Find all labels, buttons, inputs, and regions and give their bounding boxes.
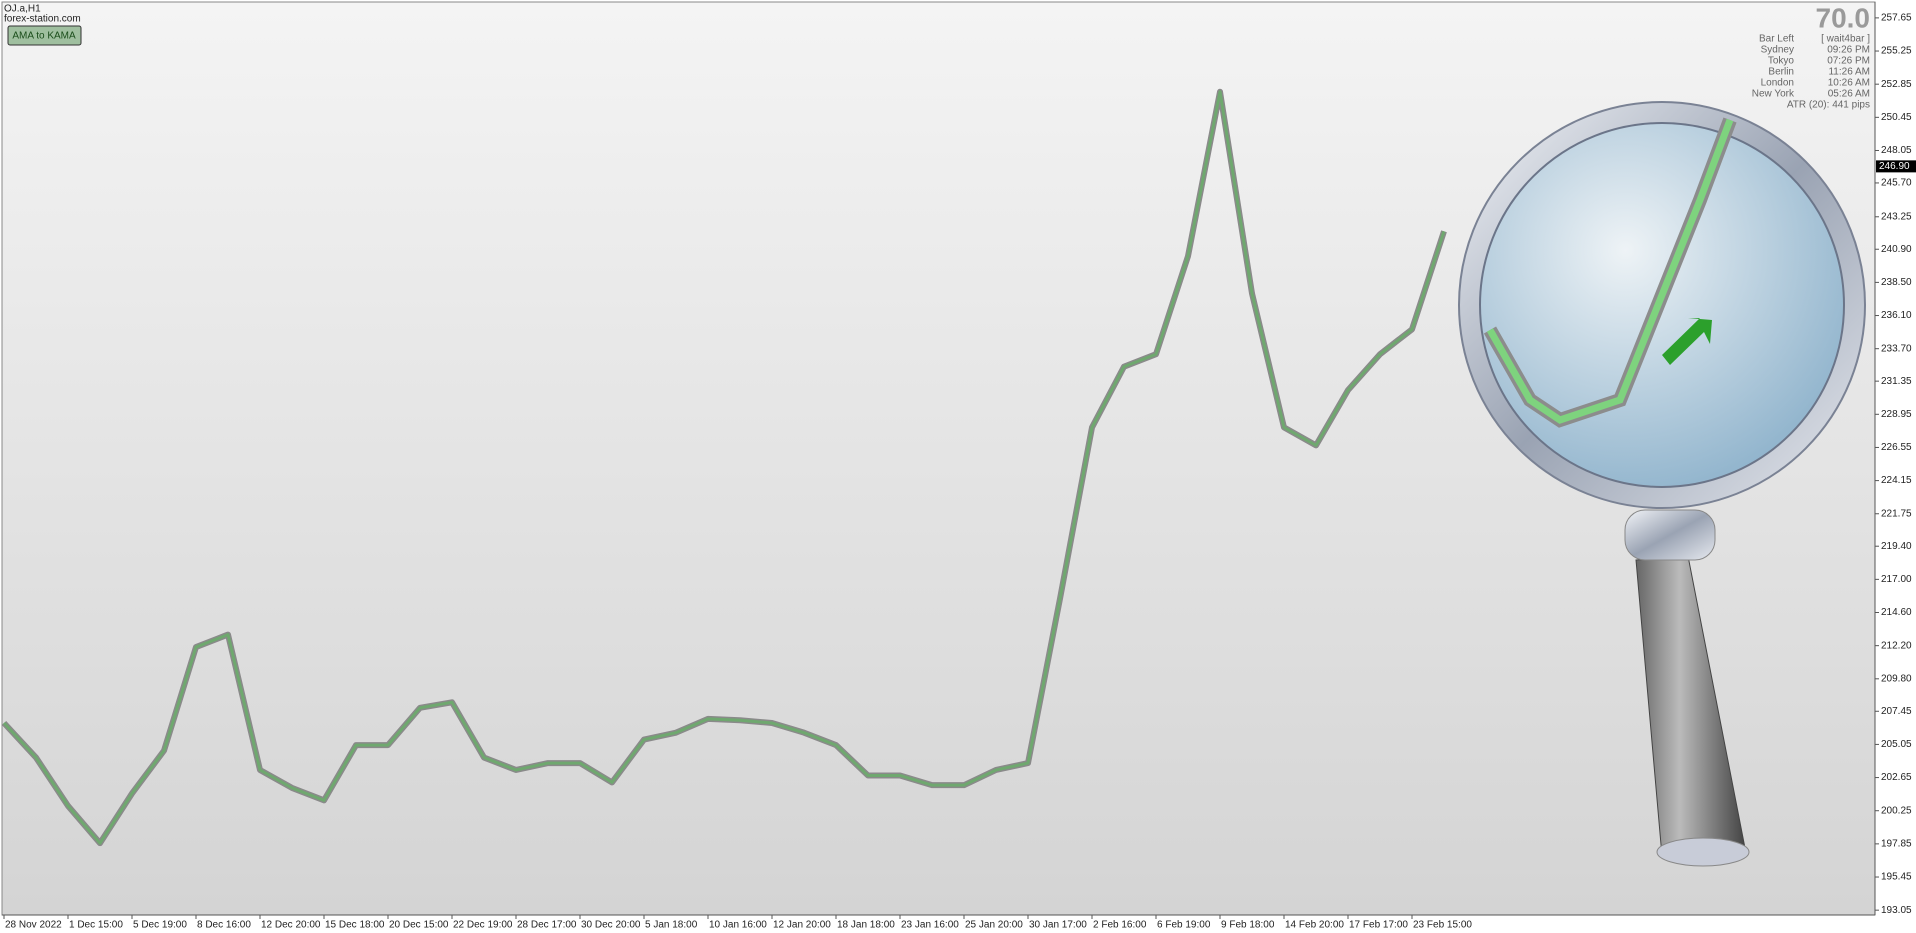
info-label: New York xyxy=(1752,89,1795,100)
x-tick-label: 20 Dec 15:00 xyxy=(389,920,449,931)
info-label: London xyxy=(1761,78,1794,89)
y-tick-label: 243.25 xyxy=(1881,211,1912,222)
y-tick-label: 257.65 xyxy=(1881,13,1912,24)
x-tick-label: 30 Dec 20:00 xyxy=(581,920,641,931)
y-tick-label: 238.50 xyxy=(1881,277,1912,288)
y-tick-label: 226.55 xyxy=(1881,442,1912,453)
y-tick-label: 207.45 xyxy=(1881,706,1912,717)
price-marker-box xyxy=(1876,160,1916,173)
y-tick-label: 250.45 xyxy=(1881,112,1912,123)
x-tick-label: 12 Jan 20:00 xyxy=(773,920,831,931)
ama-line xyxy=(2,90,1446,845)
y-tick-label: 209.80 xyxy=(1881,673,1912,684)
x-tick-label: 10 Jan 16:00 xyxy=(709,920,767,931)
x-tick-label: 17 Feb 17:00 xyxy=(1349,920,1408,931)
x-tick-label: 1 Dec 15:00 xyxy=(69,920,123,931)
x-tick-label: 2 Feb 16:00 xyxy=(1093,920,1147,931)
x-tick-label: 6 Feb 19:00 xyxy=(1157,920,1211,931)
y-tick-label: 212.20 xyxy=(1881,640,1912,651)
info-value: 10:26 AM xyxy=(1828,78,1870,89)
y-tick-label: 217.00 xyxy=(1881,574,1912,585)
lens-arrow xyxy=(1662,318,1712,365)
info-value: 11:26 AM xyxy=(1828,67,1870,78)
y-tick-label: 205.05 xyxy=(1881,739,1912,750)
info-panel: Bar Left [ wait4bar ] Sydney 09:26 PM Tokyo 0… xyxy=(1752,34,1870,111)
y-tick-label: 245.70 xyxy=(1881,178,1912,189)
x-tick-label: 23 Feb 15:00 xyxy=(1413,920,1472,931)
x-tick-label: 30 Jan 17:00 xyxy=(1029,920,1087,931)
ama-button[interactable] xyxy=(7,25,82,46)
y-tick-label: 252.85 xyxy=(1881,79,1912,90)
y-tick-label: 193.05 xyxy=(1881,905,1912,916)
plot-layer xyxy=(1,88,1447,847)
y-tick-label: 221.75 xyxy=(1881,508,1912,519)
source-label: forex-station.com xyxy=(4,14,81,25)
x-tick-label: 18 Jan 18:00 xyxy=(837,920,895,931)
x-tick-label: 5 Jan 18:00 xyxy=(645,920,698,931)
y-tick-label: 240.90 xyxy=(1881,244,1912,255)
lens-line xyxy=(1486,118,1734,424)
y-tick-label: 248.05 xyxy=(1881,145,1912,156)
x-tick-label: 23 Jan 16:00 xyxy=(901,920,959,931)
x-tick-label: 25 Jan 20:00 xyxy=(965,920,1023,931)
x-tick-label: 15 Dec 18:00 xyxy=(325,920,385,931)
info-value: 05:26 AM xyxy=(1828,89,1870,100)
y-tick-label: 195.45 xyxy=(1881,872,1912,883)
x-tick-label: 14 Feb 20:00 xyxy=(1285,920,1344,931)
x-tick-label: 5 Dec 19:00 xyxy=(133,920,187,931)
y-tick-label: 255.25 xyxy=(1881,46,1912,57)
y-tick-label: 202.65 xyxy=(1881,772,1912,783)
magnifier xyxy=(1458,101,1866,867)
y-tick-label: 224.15 xyxy=(1881,475,1912,486)
y-tick-label: 228.95 xyxy=(1881,409,1912,420)
magnifier-collar xyxy=(1624,509,1716,561)
x-tick-label: 28 Nov 2022 xyxy=(5,920,62,931)
ama-button-label[interactable]: AMA to KAMA xyxy=(12,31,76,42)
info-label: Bar Left xyxy=(1759,34,1794,45)
x-tick-label: 22 Dec 19:00 xyxy=(453,920,513,931)
symbol-label: OJ.a,H1 xyxy=(4,4,41,15)
info-atr: ATR (20): 441 pips xyxy=(1787,100,1870,111)
y-tick-label: 236.10 xyxy=(1881,310,1912,321)
x-tick-label: 8 Dec 16:00 xyxy=(197,920,251,931)
y-tick-label: 214.60 xyxy=(1881,607,1912,618)
x-tick-label: 28 Dec 17:00 xyxy=(517,920,577,931)
info-label: Tokyo xyxy=(1768,56,1795,67)
x-tick-label: 9 Feb 18:00 xyxy=(1221,920,1275,931)
info-value: 07:26 PM xyxy=(1827,56,1870,67)
y-tick-label: 219.40 xyxy=(1881,541,1912,552)
info-value: 70.0 xyxy=(1816,2,1871,33)
info-value: 09:26 PM xyxy=(1827,45,1870,56)
info-value: [ wait4bar ] xyxy=(1821,34,1870,45)
y-tick-label: 233.70 xyxy=(1881,343,1912,354)
x-tick-label: 12 Dec 20:00 xyxy=(261,920,321,931)
info-label: Sydney xyxy=(1761,45,1794,56)
y-tick-label: 200.25 xyxy=(1881,805,1912,816)
y-tick-label: 197.85 xyxy=(1881,839,1912,850)
magnifier-handle-cap xyxy=(1656,837,1750,867)
info-label: Berlin xyxy=(1768,67,1794,78)
y-tick-label: 231.35 xyxy=(1881,376,1912,387)
price-marker-label: 246.90 xyxy=(1879,161,1910,172)
